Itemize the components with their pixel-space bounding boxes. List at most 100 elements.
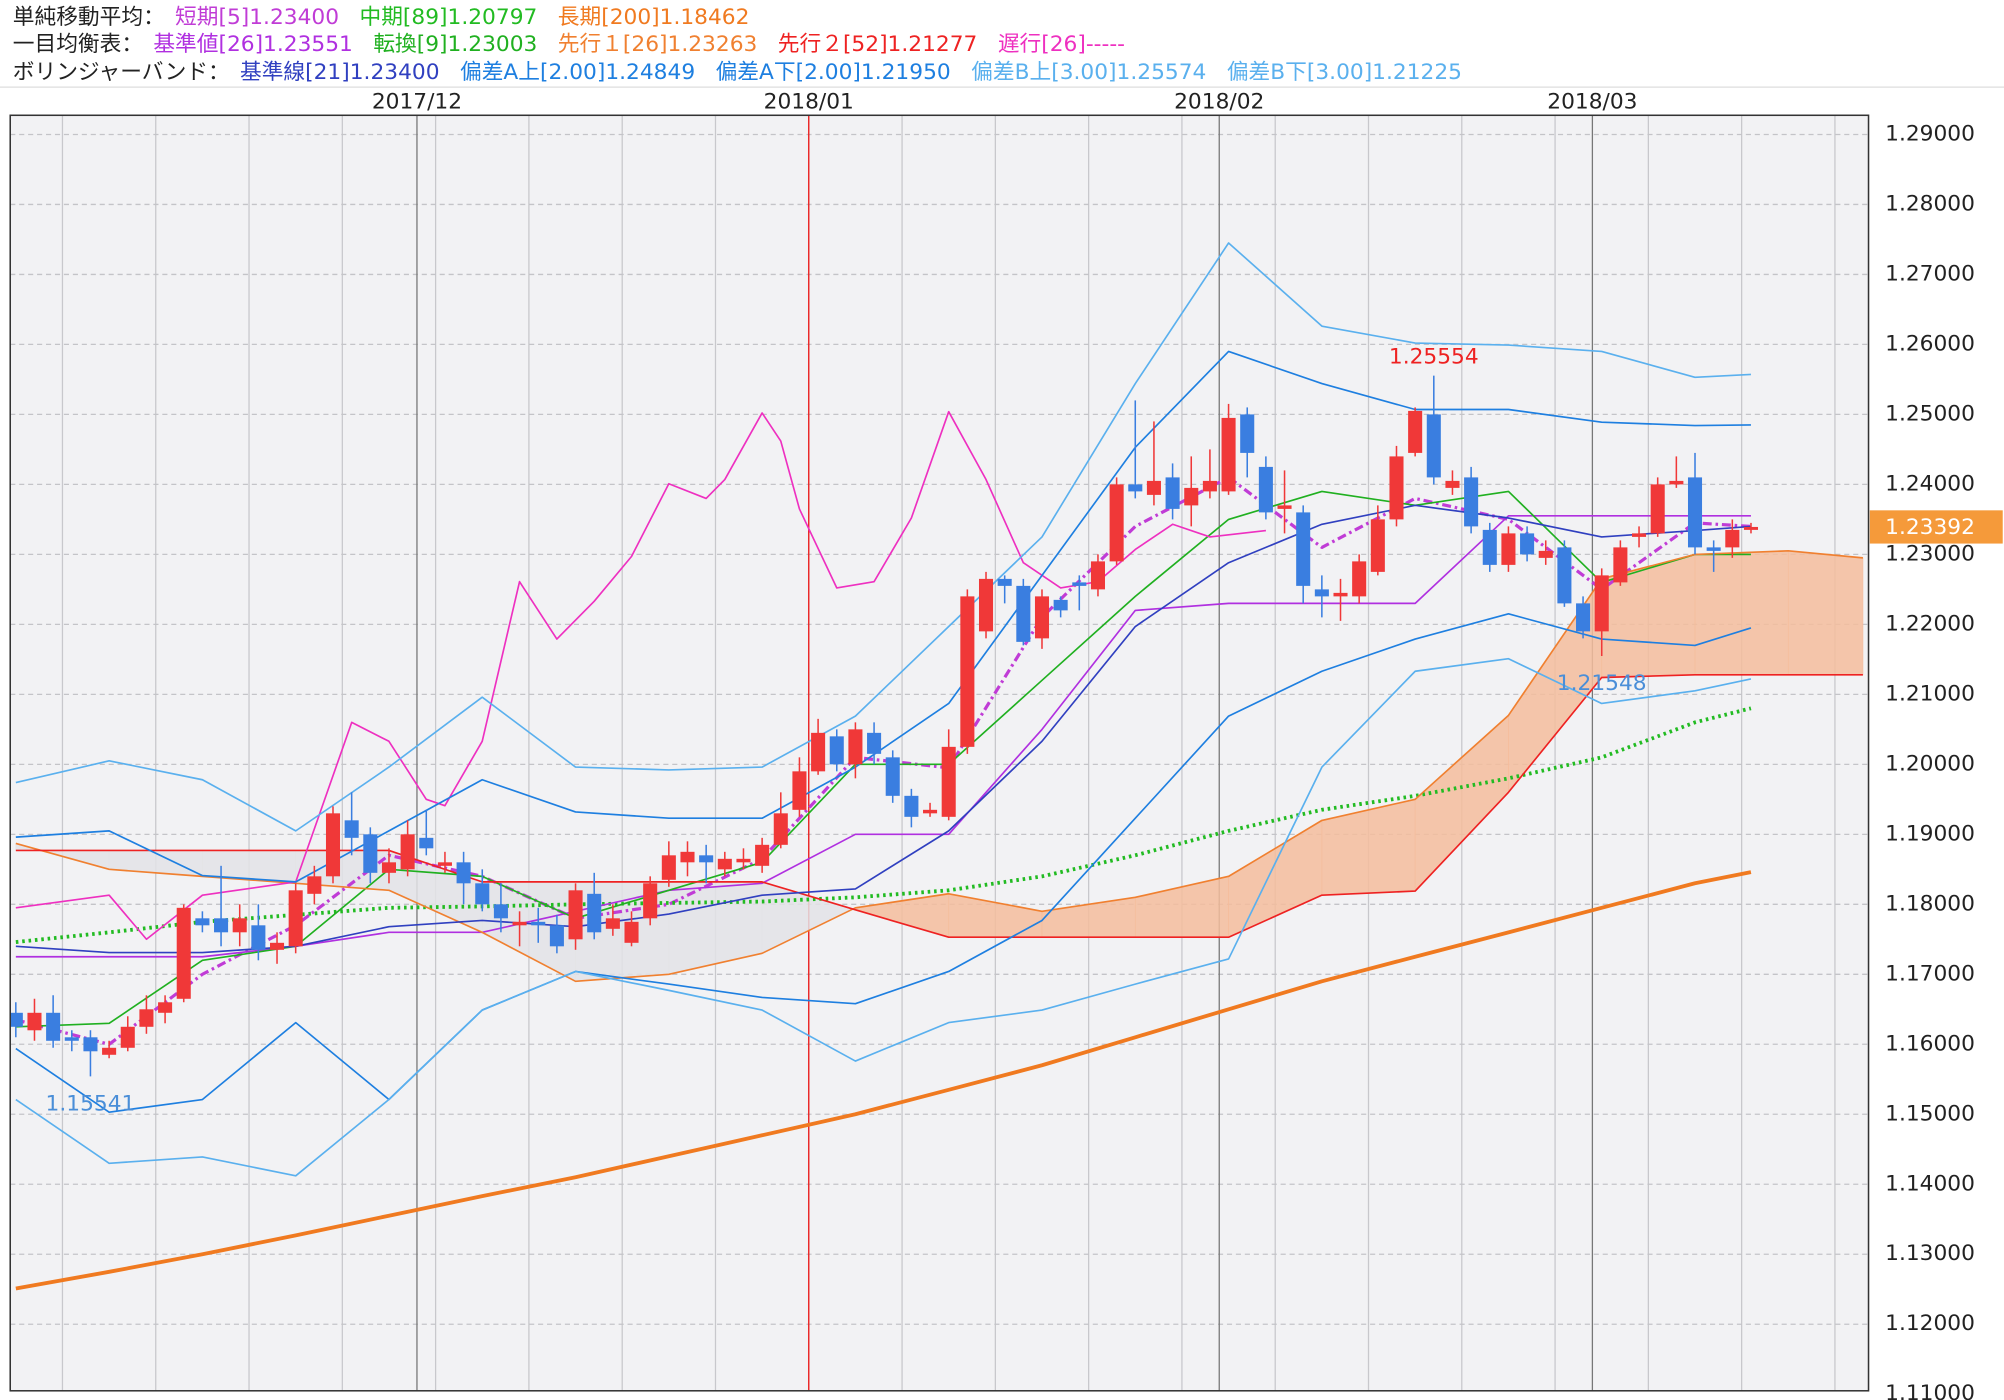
candle-body (27, 1012, 42, 1031)
y-tick-label: 1.25000 (1885, 401, 1975, 426)
candle-body (1016, 585, 1031, 642)
y-tick-label: 1.14000 (1885, 1171, 1975, 1196)
candle-body (288, 890, 303, 947)
candle-body (1184, 487, 1199, 506)
candle-body (1146, 480, 1161, 495)
y-tick-label: 1.27000 (1885, 261, 1975, 286)
candle-body (512, 921, 527, 926)
candle-body (1520, 533, 1535, 555)
y-tick-label: 1.24000 (1885, 471, 1975, 496)
candle-body (475, 883, 490, 905)
candle-body (1687, 477, 1703, 548)
plot-area (10, 115, 1869, 1391)
candle-body (400, 834, 415, 870)
legend-group-label: ボリンジャーバンド： (13, 60, 230, 85)
candle-body (885, 757, 900, 796)
candle-body (867, 732, 882, 754)
indicator-line (15, 613, 1752, 1114)
price-annotation: 1.15541 (46, 1092, 136, 1117)
candle-body (1538, 550, 1553, 558)
candle-body (1258, 466, 1273, 513)
candle-body (46, 1012, 61, 1041)
plot-border (9, 114, 1870, 1392)
candle-body (1426, 414, 1441, 478)
indicator-line (15, 490, 1751, 1028)
candle-body (1706, 547, 1721, 551)
y-tick-label: 1.16000 (1885, 1031, 1975, 1056)
y-tick-label: 1.29000 (1885, 121, 1975, 146)
candle-body (1202, 480, 1217, 492)
indicator-line (15, 870, 1752, 1291)
candle-body (717, 858, 732, 870)
indicator-line (15, 657, 1752, 1177)
price-annotation: 1.25554 (1389, 345, 1479, 370)
candle-body (1296, 512, 1311, 586)
x-tick-label: 2017/12 (372, 90, 462, 115)
x-tick-label: 2018/02 (1174, 90, 1264, 115)
candle-body (232, 918, 247, 933)
y-tick-label: 1.19000 (1885, 821, 1975, 846)
candle-body (1501, 533, 1516, 565)
x-tick-label: 2018/03 (1547, 90, 1637, 115)
candle-body (1034, 596, 1050, 639)
candle-body (1576, 603, 1591, 632)
legend-entry: 長期[200]1.18462 (558, 5, 750, 30)
legend-entry: 中期[89]1.20797 (360, 5, 538, 30)
candle-body (1594, 575, 1609, 632)
y-tick-label: 1.15000 (1885, 1101, 1975, 1126)
legend-entry: 偏差A上[2.00]1.24849 (460, 60, 695, 85)
candle-body (1669, 480, 1684, 485)
candle-body (568, 890, 583, 940)
legend-group-label: 一目均衡表： (13, 32, 143, 57)
last-price-label: 1.23392 (1885, 515, 1975, 540)
legend-entry: 短期[5]1.23400 (175, 5, 339, 30)
y-tick-label: 1.23000 (1885, 541, 1975, 566)
candle-body (1109, 484, 1124, 562)
candle-body (1072, 582, 1087, 586)
candle-body (381, 862, 397, 873)
candle-body (325, 813, 341, 877)
indicator-line (15, 350, 1751, 883)
legend-entry: 偏差B下[3.00]1.21225 (1227, 60, 1462, 85)
candle-body (549, 925, 564, 947)
candle-body (307, 876, 322, 894)
indicator-line (15, 706, 1752, 944)
candle-body (773, 813, 788, 845)
candle-body (1314, 589, 1329, 597)
candle-body (176, 907, 191, 999)
candle-body (643, 883, 658, 919)
candle-body (363, 834, 378, 873)
last-price-box (1869, 510, 2003, 544)
cloud (1787, 550, 1864, 676)
candle-body (269, 942, 285, 950)
legend-entry: 偏差A下[2.00]1.21950 (716, 60, 951, 85)
y-tick-label: 1.13000 (1885, 1241, 1975, 1266)
candle-body (1650, 484, 1665, 534)
candle-body (1482, 529, 1497, 565)
candle-body (1277, 505, 1292, 509)
indicator-line (15, 410, 1267, 941)
candle-body (829, 736, 844, 765)
candle-body (344, 820, 359, 838)
candle-body (1165, 477, 1180, 509)
candle-body (1557, 547, 1572, 604)
candle-body (605, 918, 620, 929)
candle-body (736, 858, 751, 863)
candle-body (1725, 529, 1740, 548)
candle-body (531, 921, 546, 926)
candle-body (493, 904, 508, 919)
candle-body (624, 921, 639, 943)
candle-body (699, 855, 714, 863)
candle-body (1370, 519, 1385, 572)
candle-body (960, 596, 975, 747)
y-tick-label: 1.28000 (1885, 191, 1975, 216)
candle-body (10, 1012, 23, 1027)
candle-body (419, 837, 434, 849)
candle-body (1613, 547, 1628, 583)
candle-body (64, 1037, 79, 1041)
candle-body (1464, 477, 1479, 527)
candle-body (456, 862, 471, 884)
candle-body (1352, 561, 1367, 597)
